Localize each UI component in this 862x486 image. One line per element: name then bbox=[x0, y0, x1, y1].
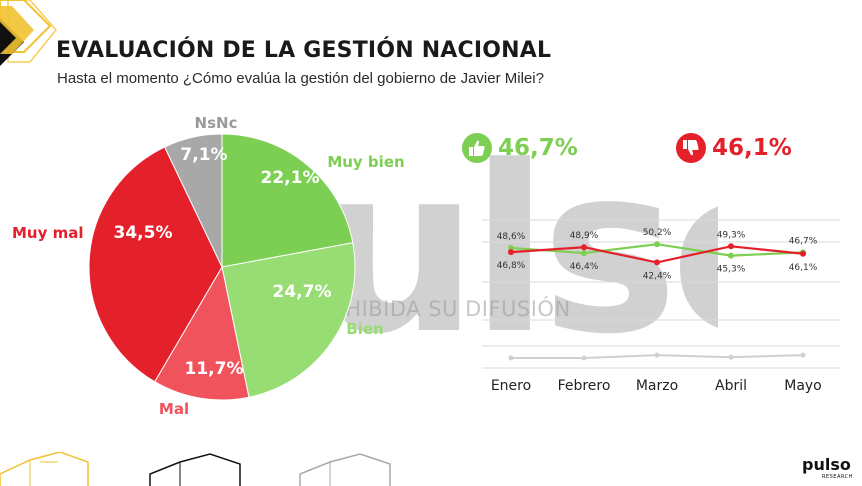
x-tick-label: Febrero bbox=[558, 378, 611, 394]
footer-logo-subtext: RESEARCH bbox=[822, 474, 853, 480]
thumbs-up-icon bbox=[469, 140, 485, 156]
series-point bbox=[728, 354, 734, 360]
series-point bbox=[800, 250, 806, 257]
thumbs-down-badge bbox=[676, 133, 706, 163]
series-point bbox=[800, 352, 806, 358]
series-point bbox=[728, 252, 734, 259]
series-point bbox=[581, 355, 587, 361]
series-point bbox=[654, 352, 660, 358]
positive-value: 46,7% bbox=[498, 135, 578, 161]
footer-logo-text: pulso bbox=[802, 455, 851, 474]
pie-value-label: 11,7% bbox=[185, 359, 244, 379]
series-line bbox=[511, 354, 804, 359]
data-label: 45,3% bbox=[717, 265, 746, 275]
series-point bbox=[800, 249, 806, 256]
footer-brand-logo: pulso RESEARCH bbox=[802, 455, 856, 481]
x-tick-label: Enero bbox=[491, 378, 531, 394]
thumbs-up-badge bbox=[462, 133, 492, 163]
data-label: 49,3% bbox=[717, 230, 746, 240]
series-point bbox=[728, 243, 734, 250]
negative-summary: 46,1% bbox=[676, 133, 792, 163]
x-tick-label: Abril bbox=[715, 378, 747, 394]
pie-category-label: NsNc bbox=[195, 114, 238, 132]
watermark-notice: PROHIBIDA SU DIFUSIÓN bbox=[300, 297, 571, 321]
thumbs-down-icon bbox=[683, 140, 699, 156]
series-point bbox=[508, 355, 514, 361]
skyline-decoration bbox=[0, 452, 391, 486]
pie-category-label: Muy mal bbox=[12, 224, 84, 242]
page-title: EVALUACIÓN DE LA GESTIÓN NACIONAL bbox=[56, 38, 552, 63]
negative-value: 46,1% bbox=[712, 135, 792, 161]
x-tick-label: Marzo bbox=[636, 378, 678, 394]
positive-summary: 46,7% bbox=[462, 133, 578, 163]
data-label: 46,1% bbox=[789, 263, 818, 273]
data-label: 46,7% bbox=[789, 236, 818, 246]
x-tick-label: Mayo bbox=[784, 378, 822, 394]
page-subtitle: Hasta el momento ¿Cómo evalúa la gestión… bbox=[57, 70, 544, 87]
corner-decoration bbox=[0, 0, 57, 66]
pie-category-label: Mal bbox=[159, 400, 189, 418]
